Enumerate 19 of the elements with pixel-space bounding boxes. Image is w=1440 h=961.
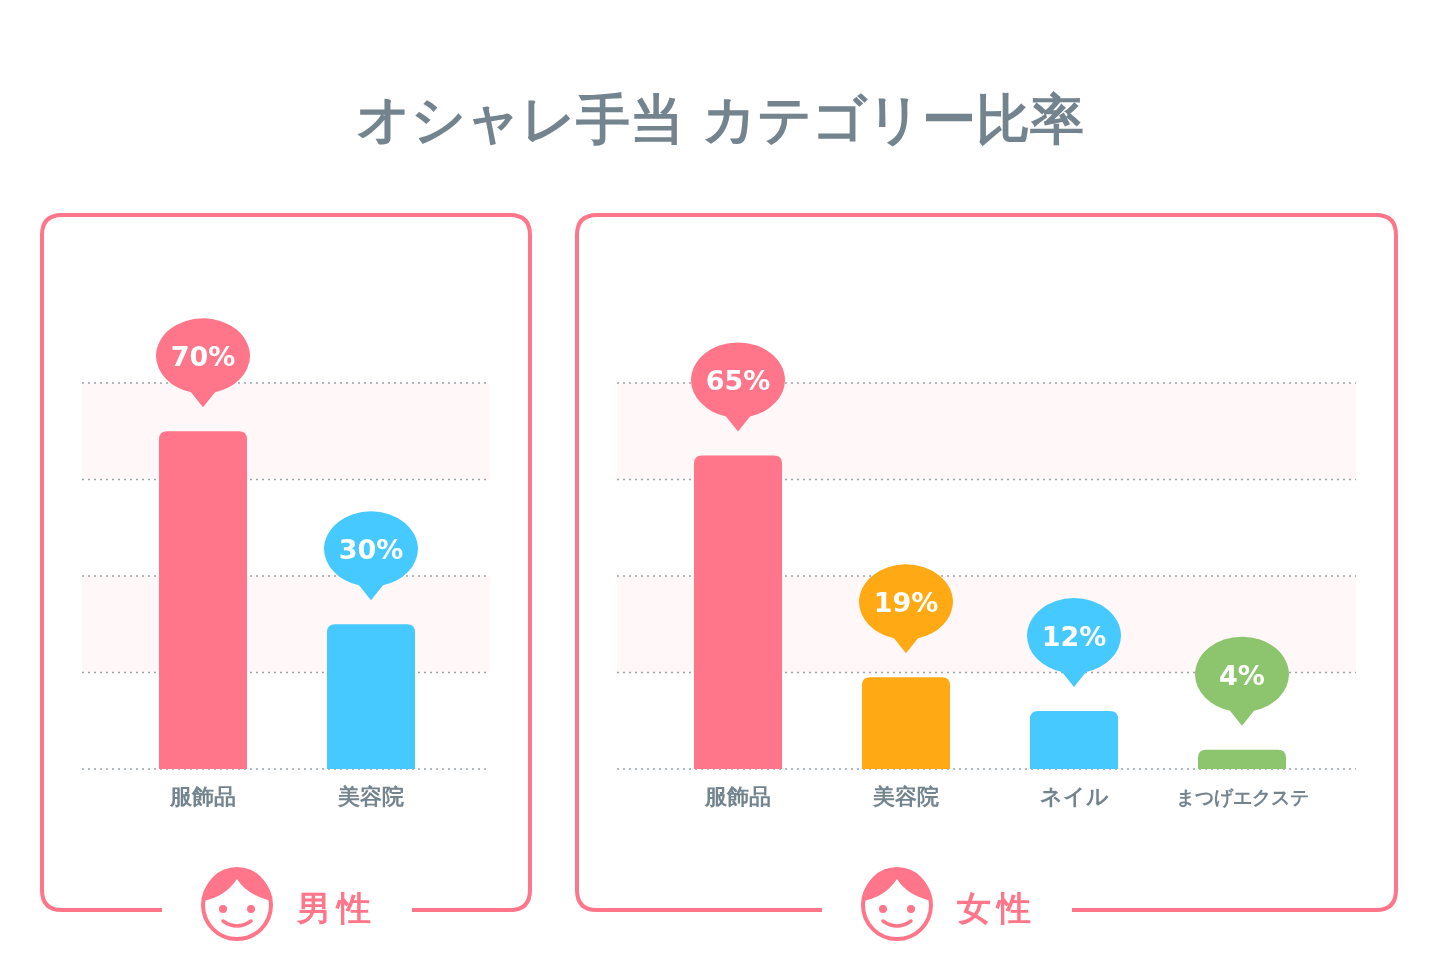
x-tick-label: 服飾品 — [704, 784, 771, 809]
x-tick-label: ネイル — [1039, 784, 1109, 809]
data-label: 70% — [170, 341, 236, 373]
text: オシャレ手当 カテゴリー比率 — [355, 88, 1085, 151]
x-tick-label: 美容院 — [872, 784, 939, 809]
bar — [1030, 711, 1118, 769]
data-label: 12% — [1041, 621, 1107, 653]
data-label: 65% — [705, 365, 771, 397]
x-tick-label: 服飾品 — [169, 784, 236, 809]
bar — [1198, 749, 1286, 769]
data-label: 4% — [1219, 659, 1265, 691]
x-axis-title: 男性 — [296, 888, 377, 928]
x-tick-label: 美容院 — [337, 784, 404, 809]
bar — [862, 677, 950, 769]
data-label: 30% — [338, 534, 404, 566]
x-axis-title: 女性 — [956, 888, 1037, 928]
bar — [694, 455, 782, 769]
data-label: 19% — [873, 587, 939, 619]
x-tick-label: まつげエクステ — [1175, 786, 1309, 808]
